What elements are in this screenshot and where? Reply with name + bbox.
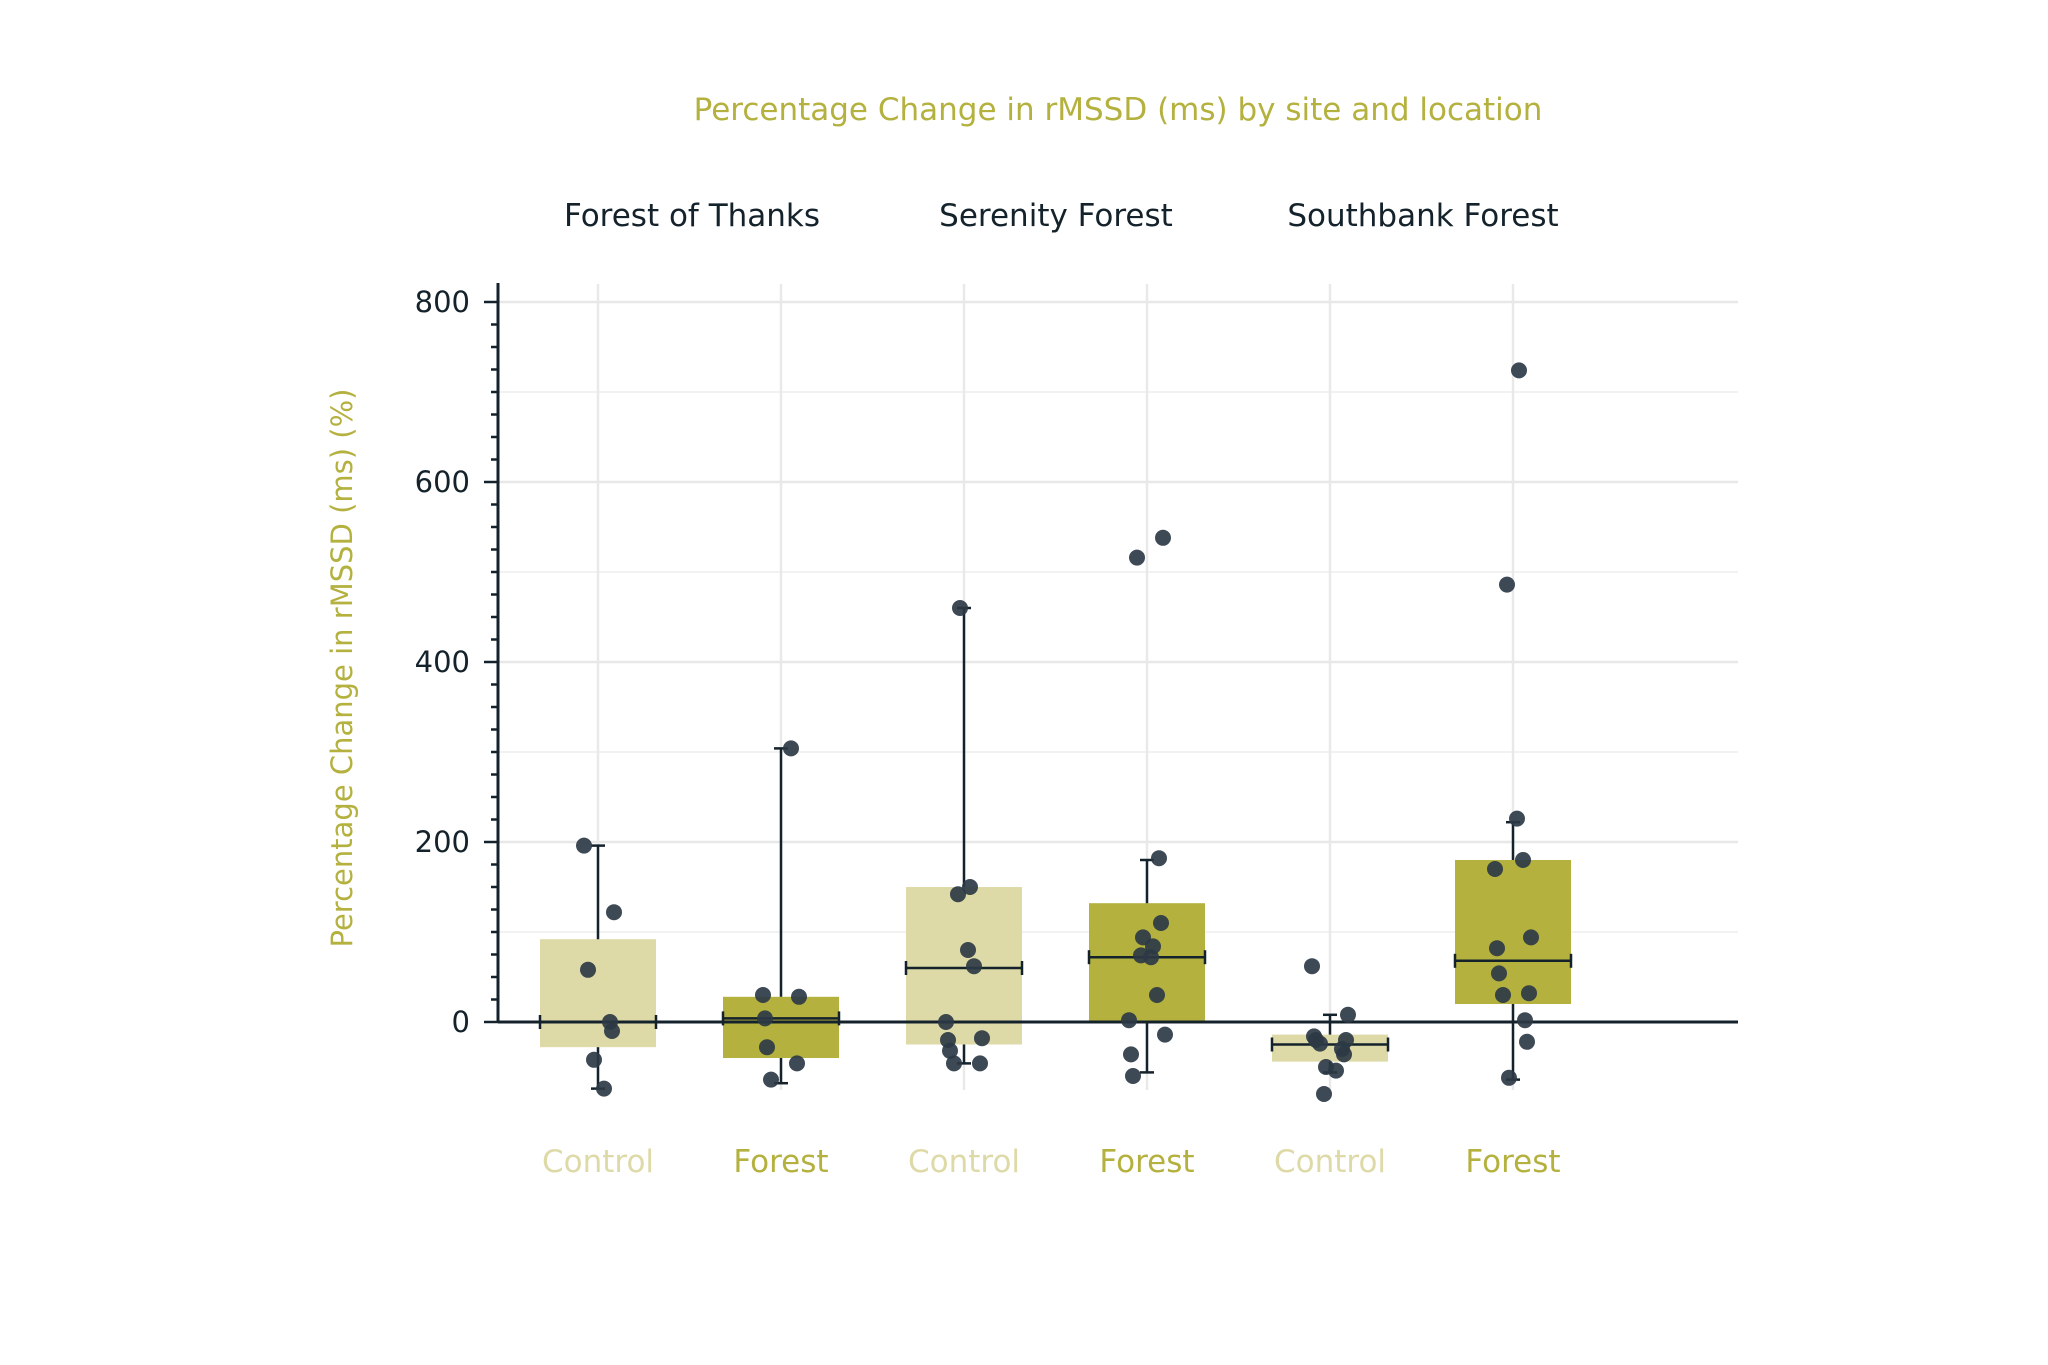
data-point (1511, 362, 1527, 379)
data-point (972, 1055, 988, 1072)
data-point (791, 988, 807, 1005)
data-point (1515, 852, 1531, 868)
data-point (1340, 1006, 1356, 1023)
data-point (783, 740, 799, 757)
site-label-forest-of-thanks: Forest of Thanks (564, 198, 820, 234)
data-point (586, 1051, 602, 1068)
y-tick-label-0: 0 (452, 1005, 470, 1039)
data-point (1487, 861, 1503, 877)
box-control (1272, 1034, 1388, 1062)
data-point (789, 1055, 805, 1072)
x-category-label-control: Control (542, 1144, 654, 1180)
data-point (942, 1042, 958, 1059)
y-tick-label-400: 400 (415, 645, 470, 679)
data-point (974, 1030, 990, 1047)
data-point (757, 1010, 773, 1027)
data-point (1149, 987, 1165, 1003)
data-point (962, 879, 978, 895)
data-point (1151, 850, 1167, 867)
data-point (952, 600, 968, 616)
data-point (1491, 965, 1507, 982)
data-point (606, 904, 622, 921)
data-point (960, 942, 976, 958)
box-control (906, 887, 1022, 1045)
data-point (1153, 915, 1169, 931)
plot-area: 0 200 400 600 800 Control Forest Control Forest C… (415, 283, 1738, 1180)
box-forest (723, 996, 839, 1058)
data-point (1336, 1046, 1352, 1063)
chart-title: Percentage Change in rMSSD (ms) by site … (694, 92, 1543, 128)
data-point (1521, 985, 1537, 1002)
y-tick-label-800: 800 (415, 285, 470, 319)
data-point (604, 1023, 620, 1039)
data-point (755, 987, 771, 1003)
data-point (1517, 1012, 1533, 1029)
data-point (1155, 529, 1171, 546)
data-point (1489, 940, 1505, 957)
data-point (580, 961, 596, 978)
data-point (1123, 1046, 1139, 1063)
data-point (1304, 958, 1320, 975)
y-axis-label: Percentage Change in rMSSD (ms) (%) (325, 389, 359, 948)
data-point (966, 958, 982, 975)
data-point (1143, 949, 1159, 966)
x-category-label-control: Control (1274, 1144, 1386, 1180)
data-point (576, 837, 592, 854)
data-point (596, 1080, 612, 1097)
data-point (946, 1055, 962, 1072)
x-category-label-forest: Forest (733, 1144, 828, 1180)
data-point (759, 1039, 775, 1056)
y-tick-label-600: 600 (415, 465, 470, 499)
data-point (763, 1071, 779, 1088)
data-point (938, 1014, 954, 1030)
data-point (1157, 1026, 1173, 1043)
data-point (1312, 1035, 1328, 1052)
data-point (1509, 810, 1525, 827)
box-control (540, 939, 656, 1048)
y-tick-label-200: 200 (415, 825, 470, 859)
data-point (1125, 1068, 1141, 1084)
data-point (1501, 1069, 1517, 1086)
data-point (1499, 576, 1515, 593)
data-point (1495, 987, 1511, 1003)
data-point (1523, 929, 1539, 946)
site-label-southbank-forest: Southbank Forest (1287, 198, 1558, 234)
x-category-label-forest: Forest (1099, 1144, 1194, 1180)
x-category-label-control: Control (908, 1144, 1020, 1180)
data-point (950, 886, 966, 903)
data-point (1129, 549, 1145, 566)
site-label-serenity-forest: Serenity Forest (939, 198, 1173, 234)
x-category-label-forest: Forest (1465, 1144, 1560, 1180)
data-point (1316, 1086, 1332, 1102)
data-point (1121, 1012, 1137, 1029)
data-point (1328, 1062, 1344, 1079)
data-point (1519, 1033, 1535, 1050)
box-forest (1455, 860, 1571, 1004)
